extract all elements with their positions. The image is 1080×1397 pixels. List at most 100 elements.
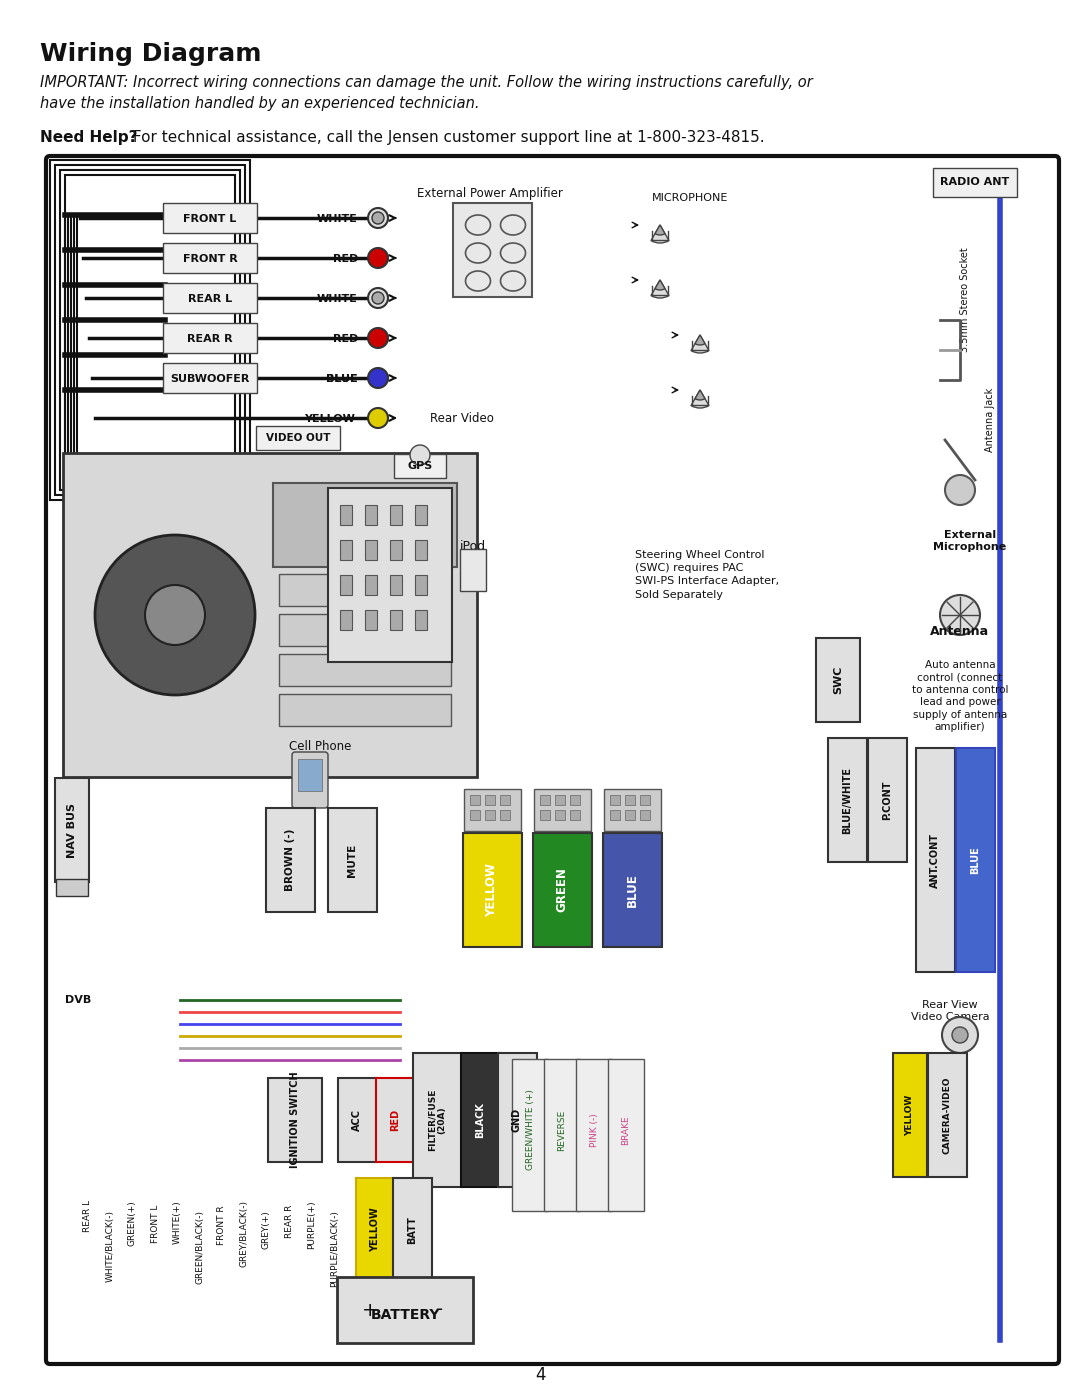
Bar xyxy=(365,504,377,525)
Circle shape xyxy=(942,1017,978,1053)
FancyBboxPatch shape xyxy=(63,453,477,777)
Circle shape xyxy=(945,475,975,504)
FancyBboxPatch shape xyxy=(916,747,955,972)
FancyBboxPatch shape xyxy=(460,549,486,591)
Bar xyxy=(640,810,650,820)
FancyBboxPatch shape xyxy=(279,694,451,726)
Text: WHITE/BLACK(-): WHITE/BLACK(-) xyxy=(106,1210,114,1282)
FancyBboxPatch shape xyxy=(338,1078,377,1162)
FancyBboxPatch shape xyxy=(337,1277,473,1343)
FancyBboxPatch shape xyxy=(576,1059,612,1211)
FancyBboxPatch shape xyxy=(604,789,661,831)
FancyBboxPatch shape xyxy=(328,807,377,912)
FancyBboxPatch shape xyxy=(56,879,87,895)
FancyBboxPatch shape xyxy=(464,789,521,831)
Text: IMPORTANT: Incorrect wiring connections can damage the unit. Follow the wiring i: IMPORTANT: Incorrect wiring connections … xyxy=(40,75,813,110)
Text: Antenna Jack: Antenna Jack xyxy=(985,388,995,453)
FancyBboxPatch shape xyxy=(328,488,453,662)
Bar xyxy=(340,610,352,630)
Text: GREY/BLACK(-): GREY/BLACK(-) xyxy=(240,1200,248,1267)
Text: Wiring Diagram: Wiring Diagram xyxy=(40,42,261,66)
FancyBboxPatch shape xyxy=(163,243,257,272)
Bar xyxy=(625,810,635,820)
FancyBboxPatch shape xyxy=(273,483,457,567)
FancyBboxPatch shape xyxy=(292,752,328,807)
Text: +: + xyxy=(362,1301,378,1320)
Bar xyxy=(340,576,352,595)
Text: RED: RED xyxy=(390,1109,400,1132)
Text: RED: RED xyxy=(333,334,357,344)
Bar xyxy=(340,504,352,525)
Bar xyxy=(390,576,402,595)
Wedge shape xyxy=(696,335,705,345)
Text: REAR R: REAR R xyxy=(187,334,233,344)
Bar xyxy=(610,810,620,820)
Bar xyxy=(415,541,427,560)
Text: External
Microphone: External Microphone xyxy=(933,529,1007,552)
FancyBboxPatch shape xyxy=(46,156,1059,1363)
Text: FRONT L: FRONT L xyxy=(184,214,237,224)
Text: BLUE: BLUE xyxy=(970,847,980,875)
Text: Steering Wheel Control
(SWC) requires PAC
SWI-PS Interface Adapter,
Sold Separat: Steering Wheel Control (SWC) requires PA… xyxy=(635,550,779,599)
Bar xyxy=(540,795,550,805)
Bar xyxy=(365,576,377,595)
Text: Cell Phone: Cell Phone xyxy=(288,740,351,753)
Text: REAR L: REAR L xyxy=(83,1200,93,1232)
Text: Antenna: Antenna xyxy=(931,624,989,638)
FancyBboxPatch shape xyxy=(394,454,446,478)
FancyBboxPatch shape xyxy=(463,833,522,947)
Circle shape xyxy=(368,208,388,228)
FancyBboxPatch shape xyxy=(376,1078,415,1162)
Bar xyxy=(365,610,377,630)
Bar xyxy=(470,795,480,805)
Text: FRONT R: FRONT R xyxy=(217,1206,227,1245)
FancyBboxPatch shape xyxy=(868,738,907,862)
Bar xyxy=(540,810,550,820)
Text: For technical assistance, call the Jensen customer support line at 1-800-323-481: For technical assistance, call the Jense… xyxy=(129,130,765,145)
Bar xyxy=(500,795,510,805)
Text: PURPLE/BLACK(-): PURPLE/BLACK(-) xyxy=(330,1210,339,1287)
Text: WHITE: WHITE xyxy=(318,214,357,224)
FancyBboxPatch shape xyxy=(608,1059,644,1211)
FancyBboxPatch shape xyxy=(956,747,995,972)
Circle shape xyxy=(368,288,388,307)
Circle shape xyxy=(372,292,384,305)
FancyBboxPatch shape xyxy=(256,426,340,450)
Wedge shape xyxy=(651,279,669,298)
Text: BATTERY: BATTERY xyxy=(370,1308,440,1322)
FancyBboxPatch shape xyxy=(268,1078,322,1162)
Bar xyxy=(570,810,580,820)
Circle shape xyxy=(940,595,980,636)
Text: YELLOW: YELLOW xyxy=(905,1094,915,1136)
Text: SWC: SWC xyxy=(833,666,843,694)
Bar xyxy=(625,795,635,805)
Text: FRONT R: FRONT R xyxy=(183,254,238,264)
Text: GREY(+): GREY(+) xyxy=(261,1210,270,1249)
FancyBboxPatch shape xyxy=(544,1059,580,1211)
Text: FRONT L: FRONT L xyxy=(150,1206,160,1243)
Circle shape xyxy=(368,367,388,388)
Text: VIDEO OUT: VIDEO OUT xyxy=(266,433,330,443)
Text: GREEN/BLACK(-): GREEN/BLACK(-) xyxy=(195,1210,204,1284)
Text: REAR R: REAR R xyxy=(285,1206,295,1238)
FancyBboxPatch shape xyxy=(393,1178,432,1282)
Text: REVERSE: REVERSE xyxy=(557,1109,567,1151)
FancyBboxPatch shape xyxy=(279,574,451,606)
FancyBboxPatch shape xyxy=(298,759,322,791)
Text: IGNITION SWITCH: IGNITION SWITCH xyxy=(291,1071,300,1168)
Text: Auto antenna
control (connect
to antenna control
lead and power
supply of antenn: Auto antenna control (connect to antenna… xyxy=(912,659,1009,732)
Bar xyxy=(640,795,650,805)
Text: DVB: DVB xyxy=(65,995,91,1004)
FancyBboxPatch shape xyxy=(163,323,257,353)
FancyBboxPatch shape xyxy=(933,168,1017,197)
Text: WHITE(+): WHITE(+) xyxy=(173,1200,181,1243)
FancyBboxPatch shape xyxy=(461,1053,500,1187)
Text: BROWN (-): BROWN (-) xyxy=(285,828,295,891)
Text: BLACK: BLACK xyxy=(475,1102,485,1139)
Bar xyxy=(390,541,402,560)
Text: FILTER/FUSE
(20A): FILTER/FUSE (20A) xyxy=(428,1088,447,1151)
Circle shape xyxy=(368,249,388,268)
Bar xyxy=(485,795,495,805)
Circle shape xyxy=(372,212,384,224)
Bar xyxy=(570,795,580,805)
